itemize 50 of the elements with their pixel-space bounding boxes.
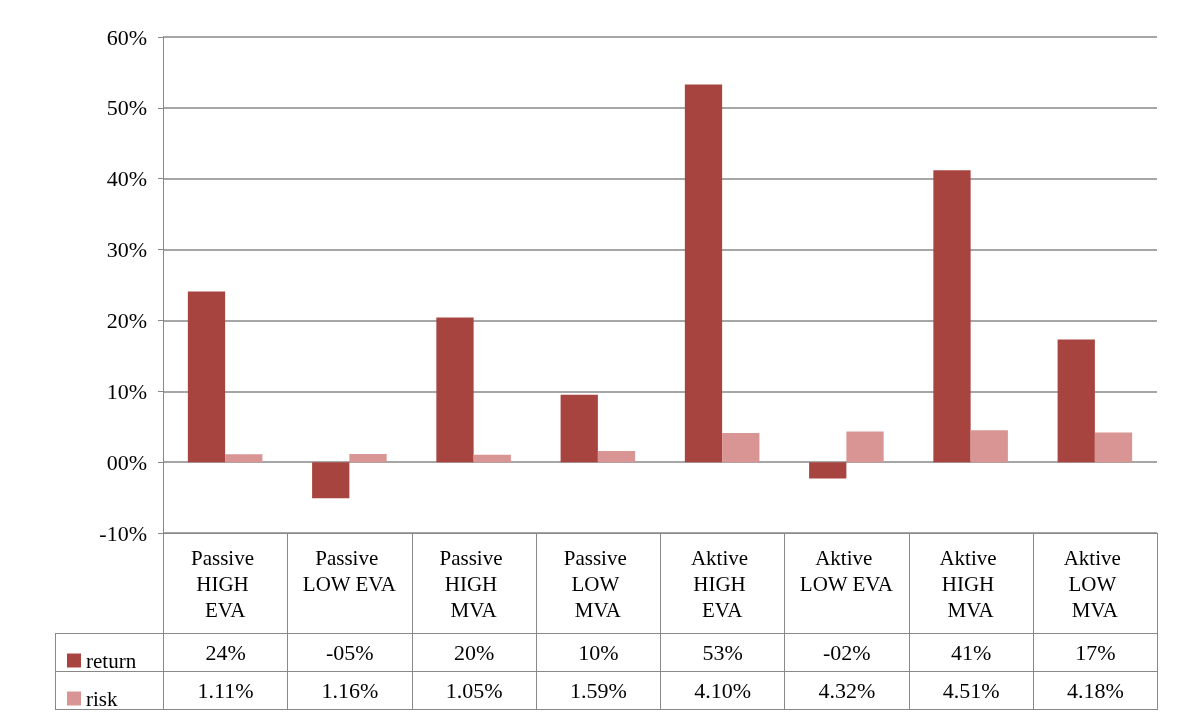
x-tick-label: Aktive LOW EVA xyxy=(799,546,894,596)
x-tick-label: Passive LOW MVA xyxy=(563,546,632,622)
bar xyxy=(349,453,387,463)
data-label: 1.11% xyxy=(163,671,288,710)
bar xyxy=(473,454,511,463)
y-tick-label: 00% xyxy=(106,449,147,475)
data-label: -02% xyxy=(784,633,909,672)
y-tick-label: -10% xyxy=(99,520,147,546)
y-tick-label: 20% xyxy=(106,307,147,333)
data-label: -05% xyxy=(287,633,412,672)
data-label: 17% xyxy=(1033,633,1158,672)
bar xyxy=(560,394,598,463)
x-tick-label: Passive HIGH MVA xyxy=(439,546,508,622)
x-tick-label: Aktive HIGH MVA xyxy=(939,546,1002,622)
bar xyxy=(1057,339,1095,463)
data-label: 53% xyxy=(660,633,785,672)
data-label: 20% xyxy=(412,633,537,672)
y-tick-label: 60% xyxy=(106,24,147,50)
bar xyxy=(225,454,263,463)
legend-label: risk xyxy=(86,686,118,711)
data-label: 4.51% xyxy=(909,671,1034,710)
bar xyxy=(187,291,226,463)
y-tick-label: 50% xyxy=(106,95,147,121)
y-tick-label: 10% xyxy=(106,378,147,404)
data-label: 10% xyxy=(536,633,661,672)
bar xyxy=(1094,432,1133,463)
bar xyxy=(684,84,723,463)
bar xyxy=(970,430,1008,463)
data-label: 24% xyxy=(163,633,288,672)
data-label: 1.16% xyxy=(287,671,412,710)
data-label: 1.05% xyxy=(412,671,537,710)
data-label: 41% xyxy=(909,633,1034,672)
bar xyxy=(597,450,636,463)
bar xyxy=(809,462,847,479)
bar xyxy=(722,433,760,463)
data-label: 4.18% xyxy=(1033,671,1158,710)
bar xyxy=(312,462,350,499)
data-label: 4.32% xyxy=(784,671,909,710)
x-tick-label: Aktive LOW MVA xyxy=(1063,546,1127,622)
x-tick-label: Passive LOW EVA xyxy=(302,546,397,596)
y-tick-label: 40% xyxy=(106,166,147,192)
y-tick-label: 30% xyxy=(106,237,147,263)
bar xyxy=(846,431,884,463)
legend-label: return xyxy=(86,648,137,673)
bar xyxy=(933,170,971,463)
x-tick-label: Aktive HIGH EVA xyxy=(690,546,754,622)
data-label: 4.10% xyxy=(660,671,785,710)
bar xyxy=(436,317,474,463)
data-label: 1.59% xyxy=(536,671,661,710)
x-tick-label: Passive HIGH EVA xyxy=(191,546,260,622)
